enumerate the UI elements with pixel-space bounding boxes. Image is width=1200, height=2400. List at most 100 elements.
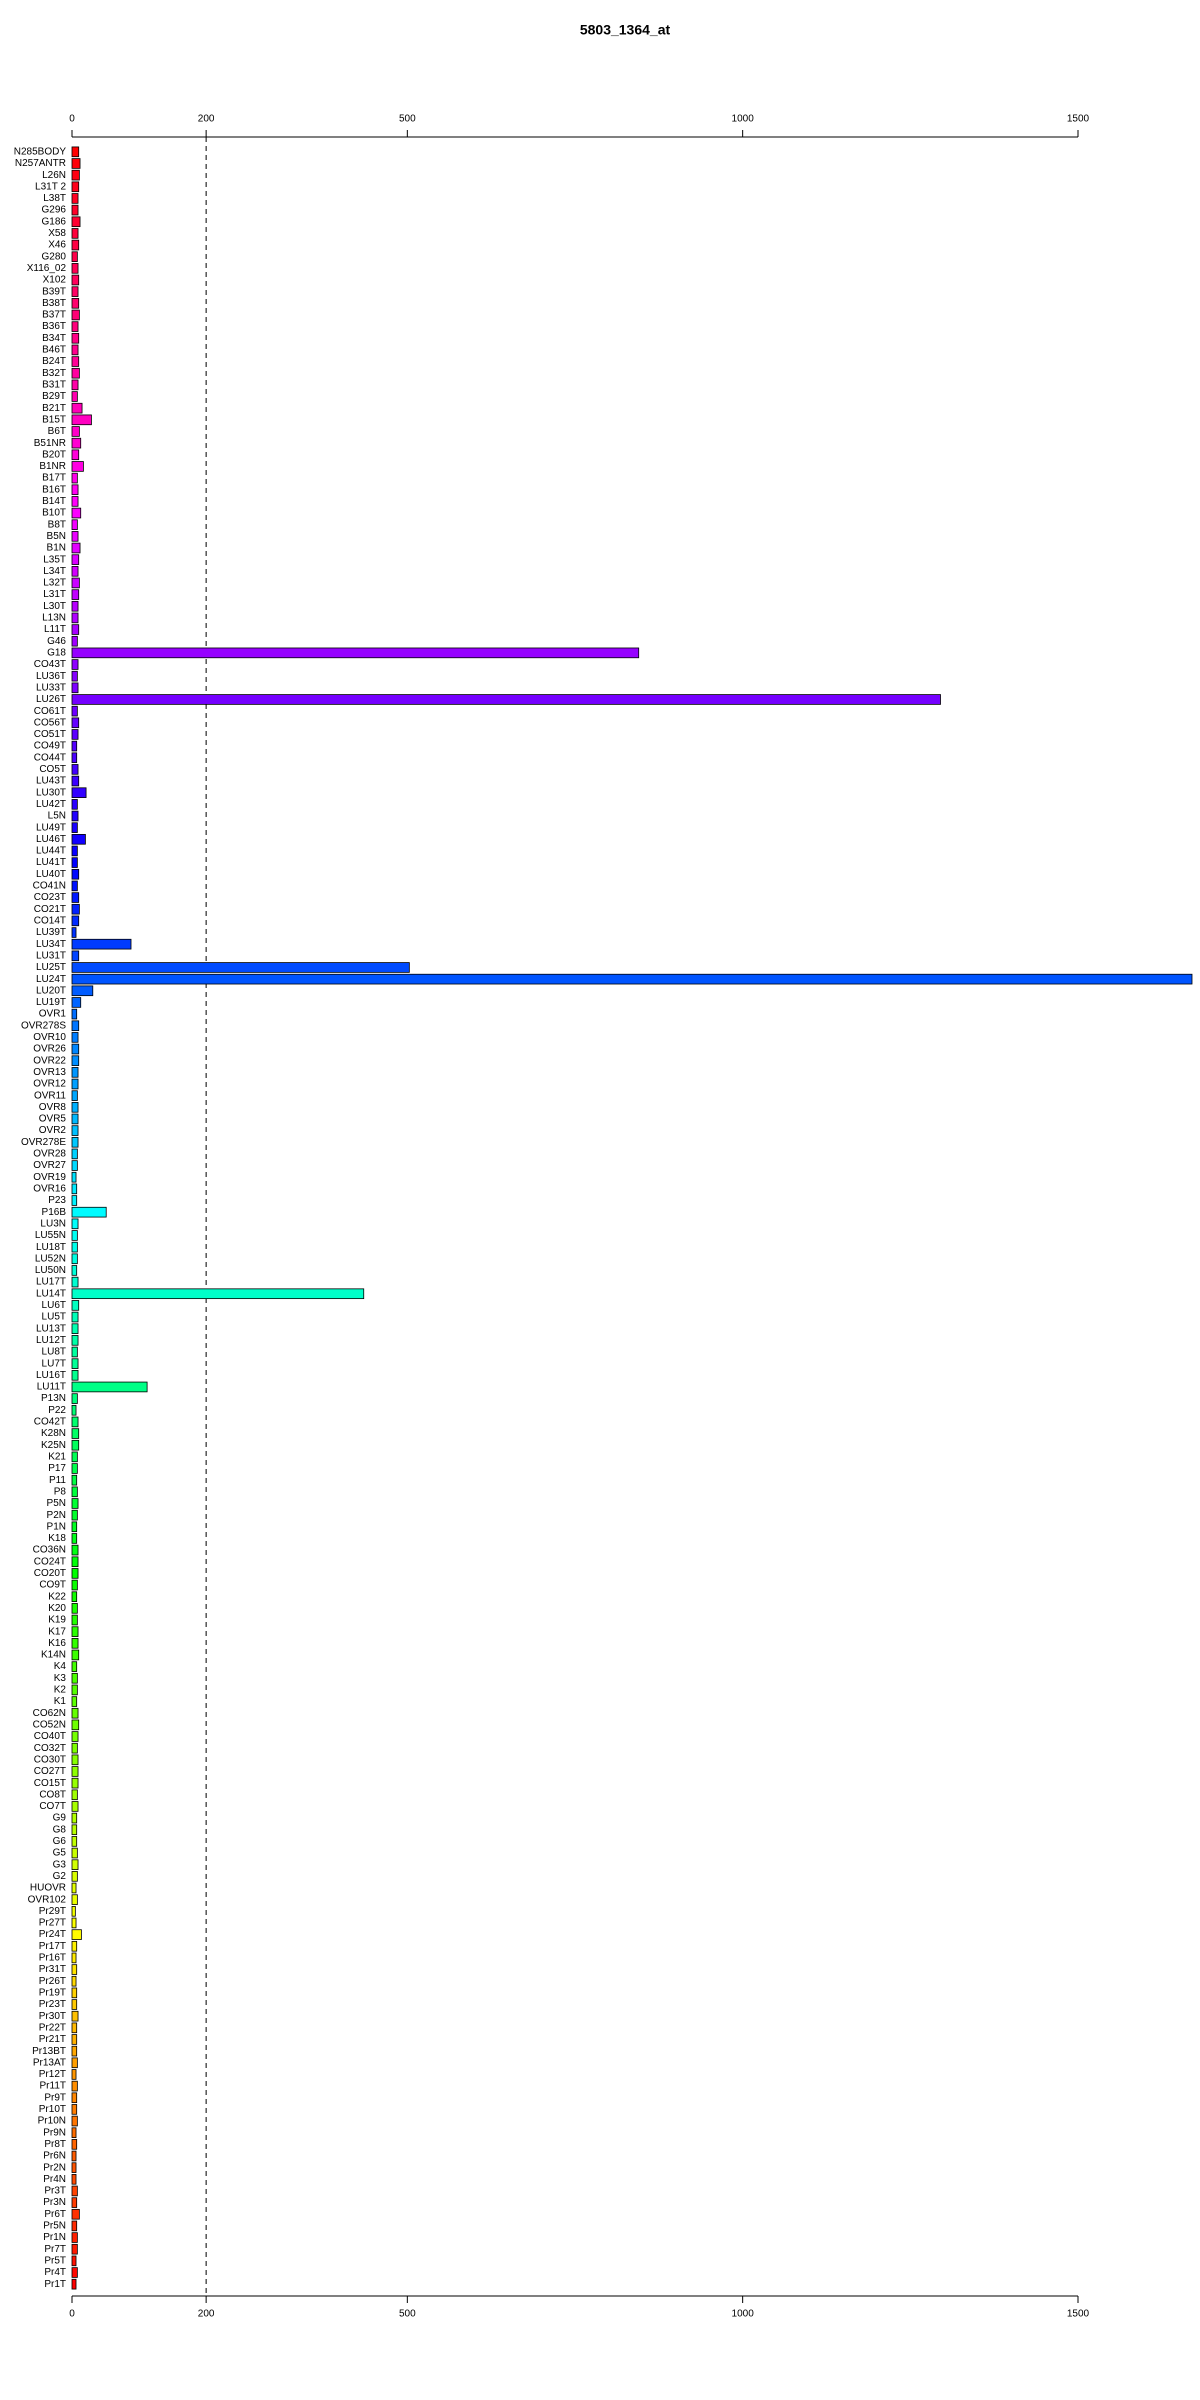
bar bbox=[71, 426, 80, 437]
y-tick-label: CO15T bbox=[34, 1778, 66, 1789]
bar bbox=[71, 752, 78, 764]
y-tick-label: LU33T bbox=[36, 682, 66, 693]
bar bbox=[71, 612, 79, 624]
y-tick-label: Pr9N bbox=[43, 2127, 66, 2138]
bar bbox=[71, 2057, 78, 2069]
bar bbox=[71, 950, 80, 962]
y-tick-label: L26N bbox=[42, 170, 66, 181]
bar bbox=[71, 1276, 79, 1288]
bar bbox=[71, 1090, 78, 1101]
bar bbox=[71, 2243, 78, 2255]
y-tick-label: LU16T bbox=[36, 1370, 66, 1381]
y-tick-label: Pr31T bbox=[39, 1964, 66, 1975]
bar bbox=[71, 1020, 80, 1032]
x-tick-label: 1000 bbox=[732, 114, 755, 125]
y-tick-label: B31T bbox=[42, 380, 66, 391]
y-tick-label: B15T bbox=[42, 414, 66, 425]
bar bbox=[71, 1008, 78, 1020]
y-tick-label: OVR13 bbox=[33, 1067, 66, 1078]
y-tick-label: LU14T bbox=[36, 1288, 66, 1299]
bar bbox=[71, 1975, 77, 1987]
y-tick-label: CO41N bbox=[33, 881, 66, 892]
bar bbox=[71, 251, 78, 262]
bar bbox=[71, 298, 80, 309]
bar bbox=[71, 962, 410, 973]
y-tick-label: L32T bbox=[43, 578, 66, 589]
bar bbox=[71, 589, 80, 600]
bar bbox=[71, 1836, 78, 1847]
y-tick-label: X102 bbox=[43, 275, 67, 286]
y-tick-label: B29T bbox=[42, 391, 66, 402]
bar bbox=[71, 1043, 80, 1055]
y-tick-label: CO27T bbox=[34, 1766, 66, 1777]
bar bbox=[71, 146, 80, 158]
y-tick-label: L34T bbox=[43, 566, 66, 577]
x-tick-label: 1500 bbox=[1067, 2309, 1090, 2320]
y-tick-label: OVR2 bbox=[39, 1125, 67, 1136]
y-tick-label: B8T bbox=[48, 519, 66, 530]
y-tick-label: L38T bbox=[43, 193, 66, 204]
bar bbox=[71, 437, 82, 449]
y-tick-label: CO51T bbox=[34, 729, 66, 740]
y-tick-label: Pr5T bbox=[44, 2256, 66, 2267]
x-tick-label: 0 bbox=[69, 114, 75, 125]
bar bbox=[71, 1754, 79, 1766]
bar bbox=[71, 321, 79, 332]
y-tick-label: LU17T bbox=[36, 1277, 66, 1288]
bar bbox=[71, 274, 80, 286]
y-tick-label: P22 bbox=[48, 1405, 66, 1416]
bar bbox=[71, 647, 640, 659]
bar bbox=[71, 729, 79, 740]
y-tick-label: N285BODY bbox=[14, 146, 67, 157]
bar bbox=[71, 1195, 78, 1206]
bar bbox=[71, 1579, 78, 1591]
y-tick-label: Pr6T bbox=[44, 2209, 66, 2220]
y-tick-label: OVR16 bbox=[33, 1184, 66, 1195]
bar bbox=[71, 1882, 77, 1894]
bar bbox=[71, 1661, 78, 1672]
bar bbox=[71, 1370, 79, 1381]
bar bbox=[71, 414, 92, 426]
y-tick-label: B1NR bbox=[39, 461, 66, 472]
y-tick-label: L5N bbox=[48, 811, 66, 822]
y-tick-label: Pr13AT bbox=[33, 2057, 66, 2068]
y-tick-label: Pr17T bbox=[39, 1941, 66, 1952]
bar bbox=[71, 1533, 78, 1544]
y-tick-label: K18 bbox=[48, 1533, 66, 1544]
y-tick-label: K22 bbox=[48, 1591, 66, 1602]
bar bbox=[71, 1719, 80, 1731]
bar bbox=[71, 566, 79, 577]
bar bbox=[71, 1894, 78, 1905]
bar bbox=[71, 1777, 79, 1789]
bar bbox=[71, 1311, 79, 1323]
y-tick-label: G8 bbox=[53, 1824, 67, 1835]
y-tick-label: OVR1 bbox=[39, 1009, 67, 1020]
bar bbox=[71, 659, 79, 670]
y-tick-label: K14N bbox=[41, 1650, 66, 1661]
bar bbox=[71, 484, 79, 496]
y-tick-label: LU13T bbox=[36, 1323, 66, 1334]
y-tick-label: L35T bbox=[43, 554, 66, 565]
bar bbox=[71, 2162, 77, 2173]
y-tick-label: OVR26 bbox=[33, 1044, 66, 1055]
y-tick-label: K2 bbox=[54, 1685, 67, 1696]
y-tick-label: L13N bbox=[42, 613, 66, 624]
y-tick-label: B38T bbox=[42, 298, 66, 309]
y-tick-label: G6 bbox=[53, 1836, 67, 1847]
bar bbox=[71, 822, 78, 833]
y-tick-label: Pr9T bbox=[44, 2092, 66, 2103]
y-tick-label: Pr21T bbox=[39, 2034, 66, 2045]
bar bbox=[71, 1265, 78, 1276]
bar bbox=[71, 1626, 79, 1637]
bar bbox=[71, 193, 79, 204]
y-tick-label: OVR19 bbox=[33, 1172, 66, 1183]
y-tick-label: Pr29T bbox=[39, 1906, 66, 1917]
y-tick-label: OVR278E bbox=[21, 1137, 66, 1148]
bar bbox=[71, 1509, 78, 1521]
bar bbox=[71, 449, 80, 461]
y-tick-label: B17T bbox=[42, 473, 66, 484]
y-tick-label: OVR22 bbox=[33, 1055, 66, 1066]
y-tick-label: G9 bbox=[53, 1813, 67, 1824]
bar bbox=[71, 1125, 79, 1136]
